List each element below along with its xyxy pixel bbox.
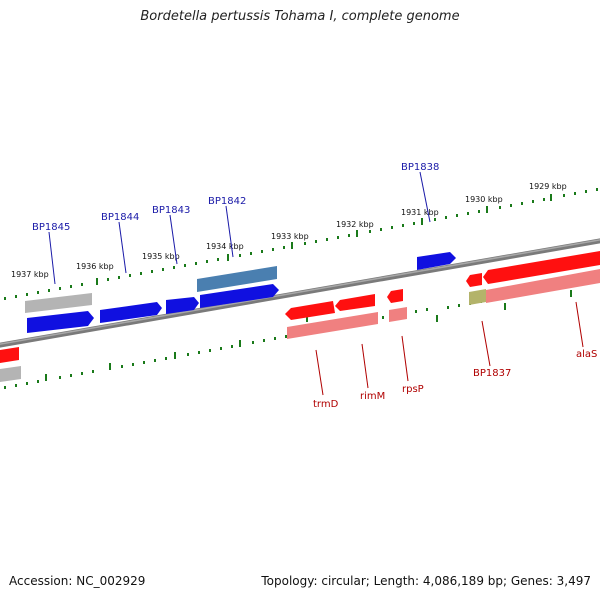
forward-gene-labels: BP1838 BP1842 BP1843 BP1844 BP1845 (32, 162, 439, 285)
scale-labels: 1929 kbp 1930 kbp 1931 kbp 1932 kbp 1933… (11, 182, 567, 279)
gene-bp1845-pseudo[interactable] (25, 293, 92, 313)
gene-label-rimm[interactable]: rimM (360, 391, 385, 402)
gene-trmd-arrow[interactable] (285, 301, 335, 320)
gene-bp1842-arrow[interactable] (200, 284, 279, 308)
gene-bp1845-arrow[interactable] (27, 311, 94, 333)
genome-stats-label: Topology: circular; Length: 4,086,189 bp… (261, 574, 591, 588)
gene-label-bp1838[interactable]: BP1838 (401, 162, 439, 173)
scale-label: 1934 kbp (206, 242, 244, 251)
gene-bp1844-arrow[interactable] (100, 302, 162, 323)
scale-label: 1929 kbp (529, 182, 567, 191)
gene-label-bp1845[interactable]: BP1845 (32, 222, 70, 233)
gene-label-bp1837[interactable]: BP1837 (473, 368, 511, 379)
scale-label: 1937 kbp (11, 270, 49, 279)
gene-rimm-arrow[interactable] (335, 294, 375, 311)
gene-rpsp-arrow[interactable] (387, 289, 403, 303)
gene-label-trmd[interactable]: trmD (313, 399, 339, 410)
gene-left-red-arrow[interactable] (0, 347, 19, 363)
gene-bp1837-arrow[interactable] (466, 273, 482, 287)
accession-label: Accession: NC_002929 (9, 574, 146, 588)
genome-backbone-highlight (0, 239, 600, 345)
scale-label: 1936 kbp (76, 262, 114, 271)
gene-alas-arrow[interactable] (483, 251, 600, 284)
reverse-gene-labels: alaS BP1837 rpsP rimM trmD (313, 301, 597, 410)
gene-label-alas[interactable]: alaS (576, 349, 597, 360)
gene-bp1837-pseudo[interactable] (469, 289, 486, 305)
gene-label-bp1843[interactable]: BP1843 (152, 205, 190, 216)
gene-label-bp1844[interactable]: BP1844 (101, 212, 139, 223)
gene-label-bp1842[interactable]: BP1842 (208, 196, 246, 207)
gene-alas-pseudo[interactable] (486, 269, 600, 303)
gene-bp1838-arrow[interactable] (417, 252, 456, 270)
gene-rpsp-pseudo[interactable] (389, 307, 407, 322)
upper-scale-ticks (4, 188, 598, 300)
genome-backbone (0, 238, 600, 348)
gene-left-pseudo[interactable] (0, 366, 21, 382)
scale-label: 1931 kbp (401, 208, 439, 217)
genome-title: Bordetella pertussis Tohama I, complete … (140, 9, 460, 24)
scale-label: 1932 kbp (336, 220, 374, 229)
gene-bp1842-feature[interactable] (197, 266, 277, 292)
gene-label-rpsp[interactable]: rpsP (402, 384, 424, 395)
forward-strand-features (25, 252, 456, 333)
reverse-strand-features (0, 251, 600, 382)
scale-label: 1935 kbp (142, 252, 180, 261)
scale-label: 1930 kbp (465, 195, 503, 204)
gene-bp1843-arrow[interactable] (166, 297, 199, 314)
scale-label: 1933 kbp (271, 232, 309, 241)
gene-trmd-pseudo[interactable] (287, 312, 378, 339)
